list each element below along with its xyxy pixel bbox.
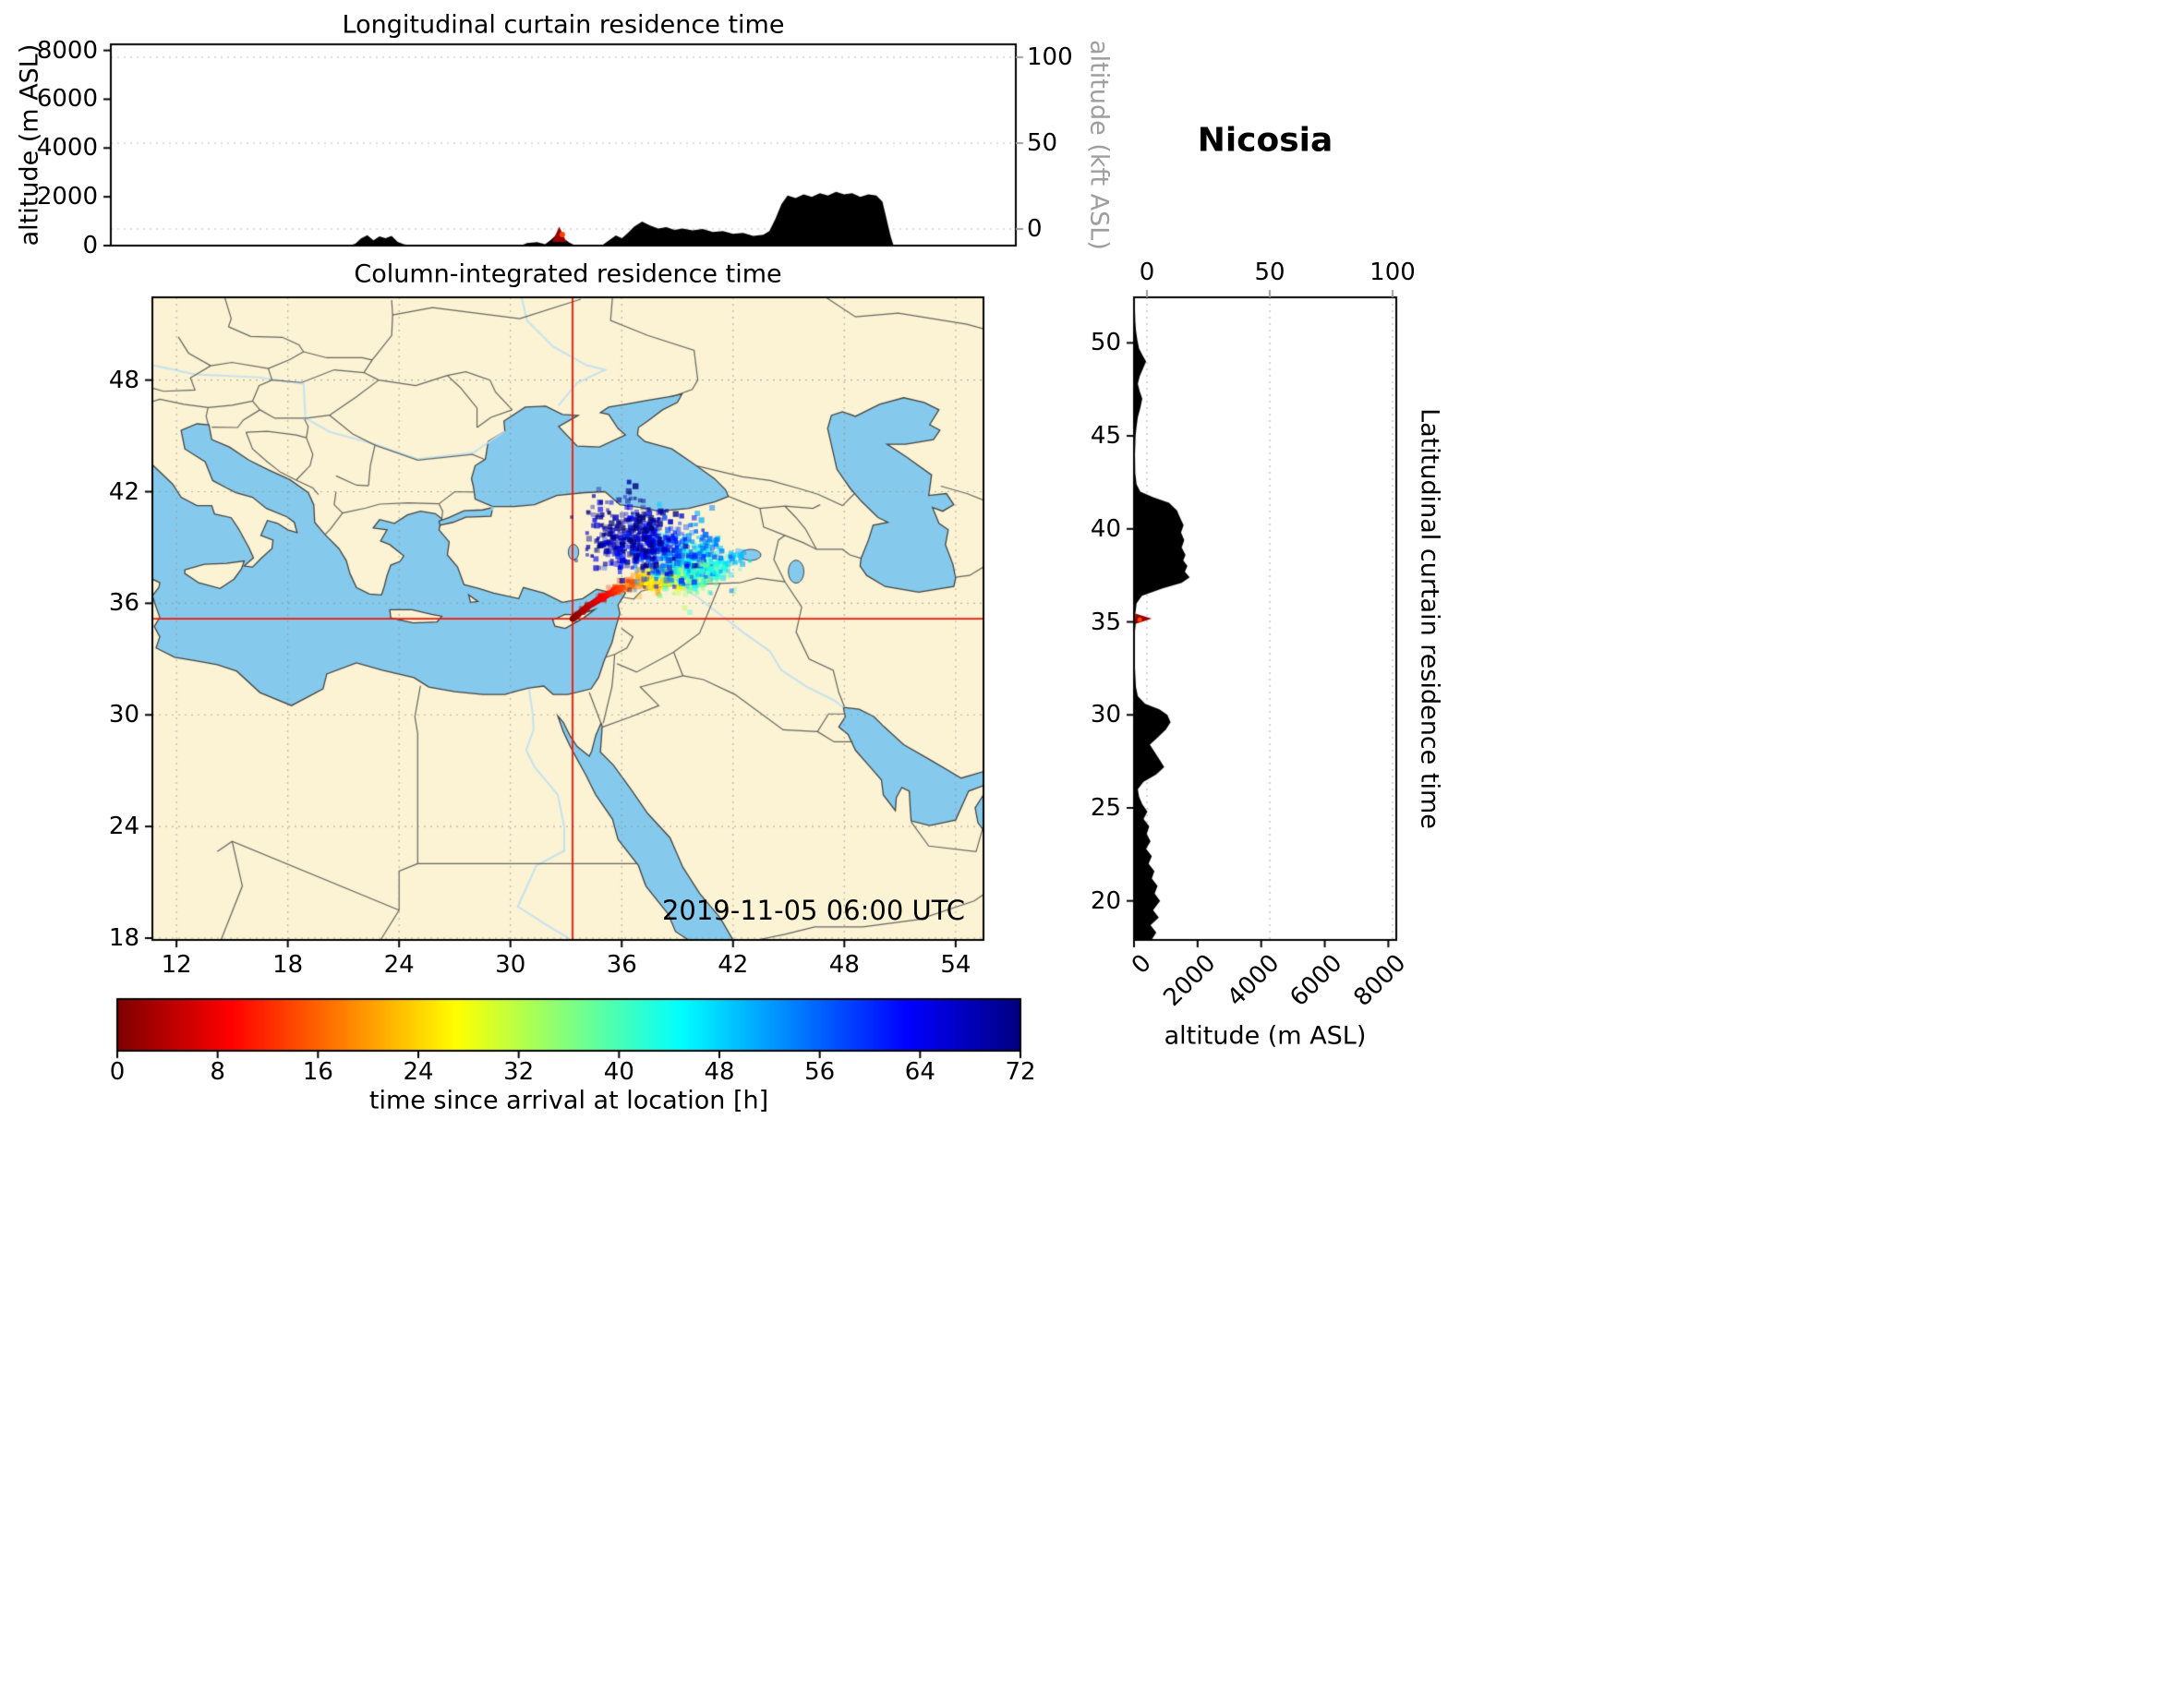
figure-title: Nicosia: [1197, 121, 1333, 160]
tick-label: 50: [1027, 129, 1058, 157]
tick-label: 54: [940, 951, 971, 979]
tick-label: 42: [108, 477, 139, 506]
tick-label: 50: [1090, 329, 1121, 357]
tick-label: 50: [1254, 259, 1285, 286]
tick-label: 30: [108, 701, 139, 729]
tick-label: 6000: [36, 85, 98, 114]
tick-label: 40: [1090, 514, 1121, 543]
tick-label: 35: [1090, 608, 1121, 636]
tick-label: 20: [1090, 886, 1121, 915]
tick-label: 64: [904, 1058, 935, 1086]
map-panel-title: Column-integrated residence time: [354, 259, 782, 289]
latitudinal-xlabel: altitude (m ASL): [1164, 1021, 1367, 1051]
tick-label: 48: [108, 366, 139, 394]
tick-label: 8: [210, 1058, 225, 1086]
tick-label: 45: [1090, 422, 1121, 451]
tick-label: 24: [108, 813, 139, 841]
tick-label: 4000: [36, 134, 98, 163]
tick-label: 25: [1090, 793, 1121, 822]
tick-label: 0: [82, 232, 98, 259]
tick-label: 24: [403, 1058, 434, 1086]
tick-label: 30: [1090, 701, 1121, 729]
tick-label: 42: [718, 951, 749, 979]
tick-label: 48: [704, 1058, 735, 1086]
tick-label: 0: [1139, 259, 1155, 286]
tick-label: 24: [383, 951, 415, 979]
tick-label: 100: [1370, 259, 1416, 286]
tick-label: 100: [1027, 43, 1073, 71]
latitudinal-ylabel-right: Latitudinal curtain residence time: [1415, 408, 1444, 829]
tick-label: 18: [272, 951, 304, 979]
tick-label: 30: [495, 951, 526, 979]
longitudinal-ylabel-right: altitude (kft ASL): [1084, 40, 1114, 250]
tick-label: 18: [108, 923, 139, 952]
map-timestamp: 2019-11-05 06:00 UTC: [661, 895, 965, 926]
colorbar-label: time since arrival at location [h]: [368, 1086, 769, 1115]
tick-label: 48: [828, 951, 860, 979]
tick-label: 0: [109, 1058, 126, 1086]
tick-label: 40: [603, 1058, 634, 1086]
tick-label: 56: [804, 1058, 836, 1086]
tick-label: 36: [108, 589, 139, 618]
tick-label: 2000: [36, 183, 98, 211]
tick-label: 36: [606, 951, 637, 979]
tick-label: 16: [302, 1058, 333, 1086]
tick-label: 72: [1005, 1058, 1036, 1086]
tick-label: 0: [1027, 215, 1043, 243]
longitudinal-panel-title: Longitudinal curtain residence time: [342, 10, 785, 40]
tick-label: 12: [161, 951, 192, 979]
tick-label: 8000: [36, 36, 98, 65]
tick-label: 32: [503, 1058, 535, 1086]
